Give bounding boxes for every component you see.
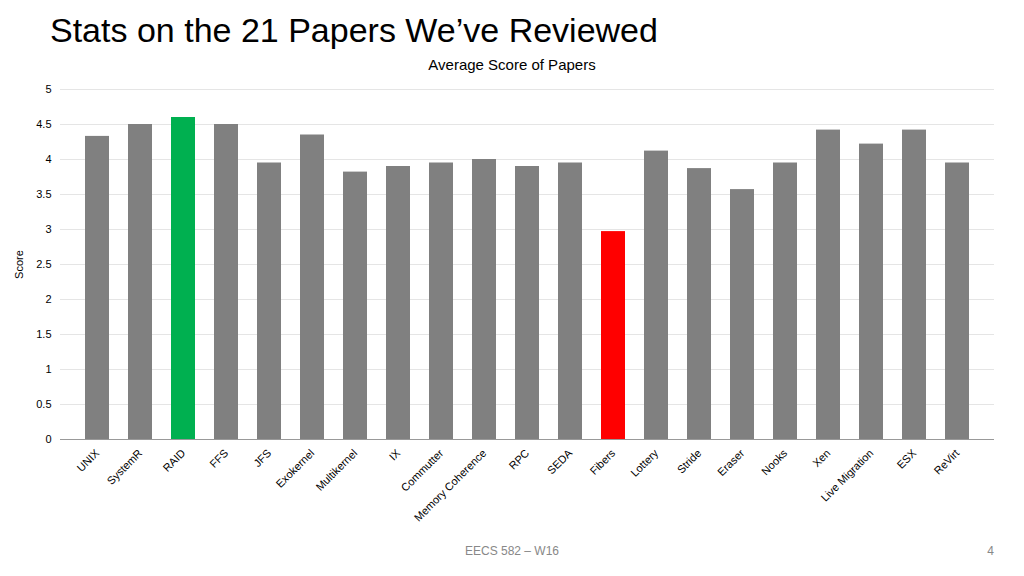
svg-text:Nooks: Nooks xyxy=(759,446,790,477)
svg-text:Lottery: Lottery xyxy=(628,446,661,479)
svg-text:3.5: 3.5 xyxy=(36,188,51,200)
svg-text:RPC: RPC xyxy=(506,447,531,472)
svg-text:SystemR: SystemR xyxy=(104,447,144,487)
svg-text:0: 0 xyxy=(45,433,51,445)
svg-text:3: 3 xyxy=(45,223,51,235)
svg-text:IX: IX xyxy=(387,446,403,462)
html-text:Stats on the 21 Papers We’ve R: Stats on the 21 Papers We’ve Reviewed xyxy=(50,11,658,49)
svg-text:RAID: RAID xyxy=(160,447,187,474)
svg-text:Commutter: Commutter xyxy=(398,447,445,494)
svg-text:Stride: Stride xyxy=(675,447,704,476)
svg-text:1: 1 xyxy=(45,363,51,375)
svg-text:ESX: ESX xyxy=(894,446,919,471)
html-text:EECS 582 – W16: EECS 582 – W16 xyxy=(465,544,559,558)
svg-text:Eraser: Eraser xyxy=(715,447,747,479)
svg-text:UNIX: UNIX xyxy=(74,446,102,474)
svg-text:Memory Coherence: Memory Coherence xyxy=(412,447,489,524)
svg-text:2: 2 xyxy=(45,293,51,305)
svg-text:1.5: 1.5 xyxy=(36,328,51,340)
svg-text:0.5: 0.5 xyxy=(36,398,51,410)
svg-text:ReVirt: ReVirt xyxy=(931,447,961,477)
svg-text:FFS: FFS xyxy=(207,447,230,470)
svg-text:Live Migration: Live Migration xyxy=(818,447,875,504)
html-text:Average Score of Papers: Average Score of Papers xyxy=(428,56,596,73)
svg-text:4.5: 4.5 xyxy=(36,118,51,130)
svg-text:JFS: JFS xyxy=(251,447,273,469)
svg-text:4: 4 xyxy=(45,153,51,165)
svg-text:SEDA: SEDA xyxy=(545,446,575,476)
svg-text:Exokernel: Exokernel xyxy=(273,447,316,490)
svg-text:5: 5 xyxy=(45,83,51,95)
svg-text:Score: Score xyxy=(13,250,25,279)
svg-text:Multikernel: Multikernel xyxy=(313,447,359,493)
svg-text:Xen: Xen xyxy=(810,447,832,469)
svg-text:Fibers: Fibers xyxy=(587,446,617,476)
svg-text:2.5: 2.5 xyxy=(36,258,51,270)
html-text:4: 4 xyxy=(987,544,994,558)
